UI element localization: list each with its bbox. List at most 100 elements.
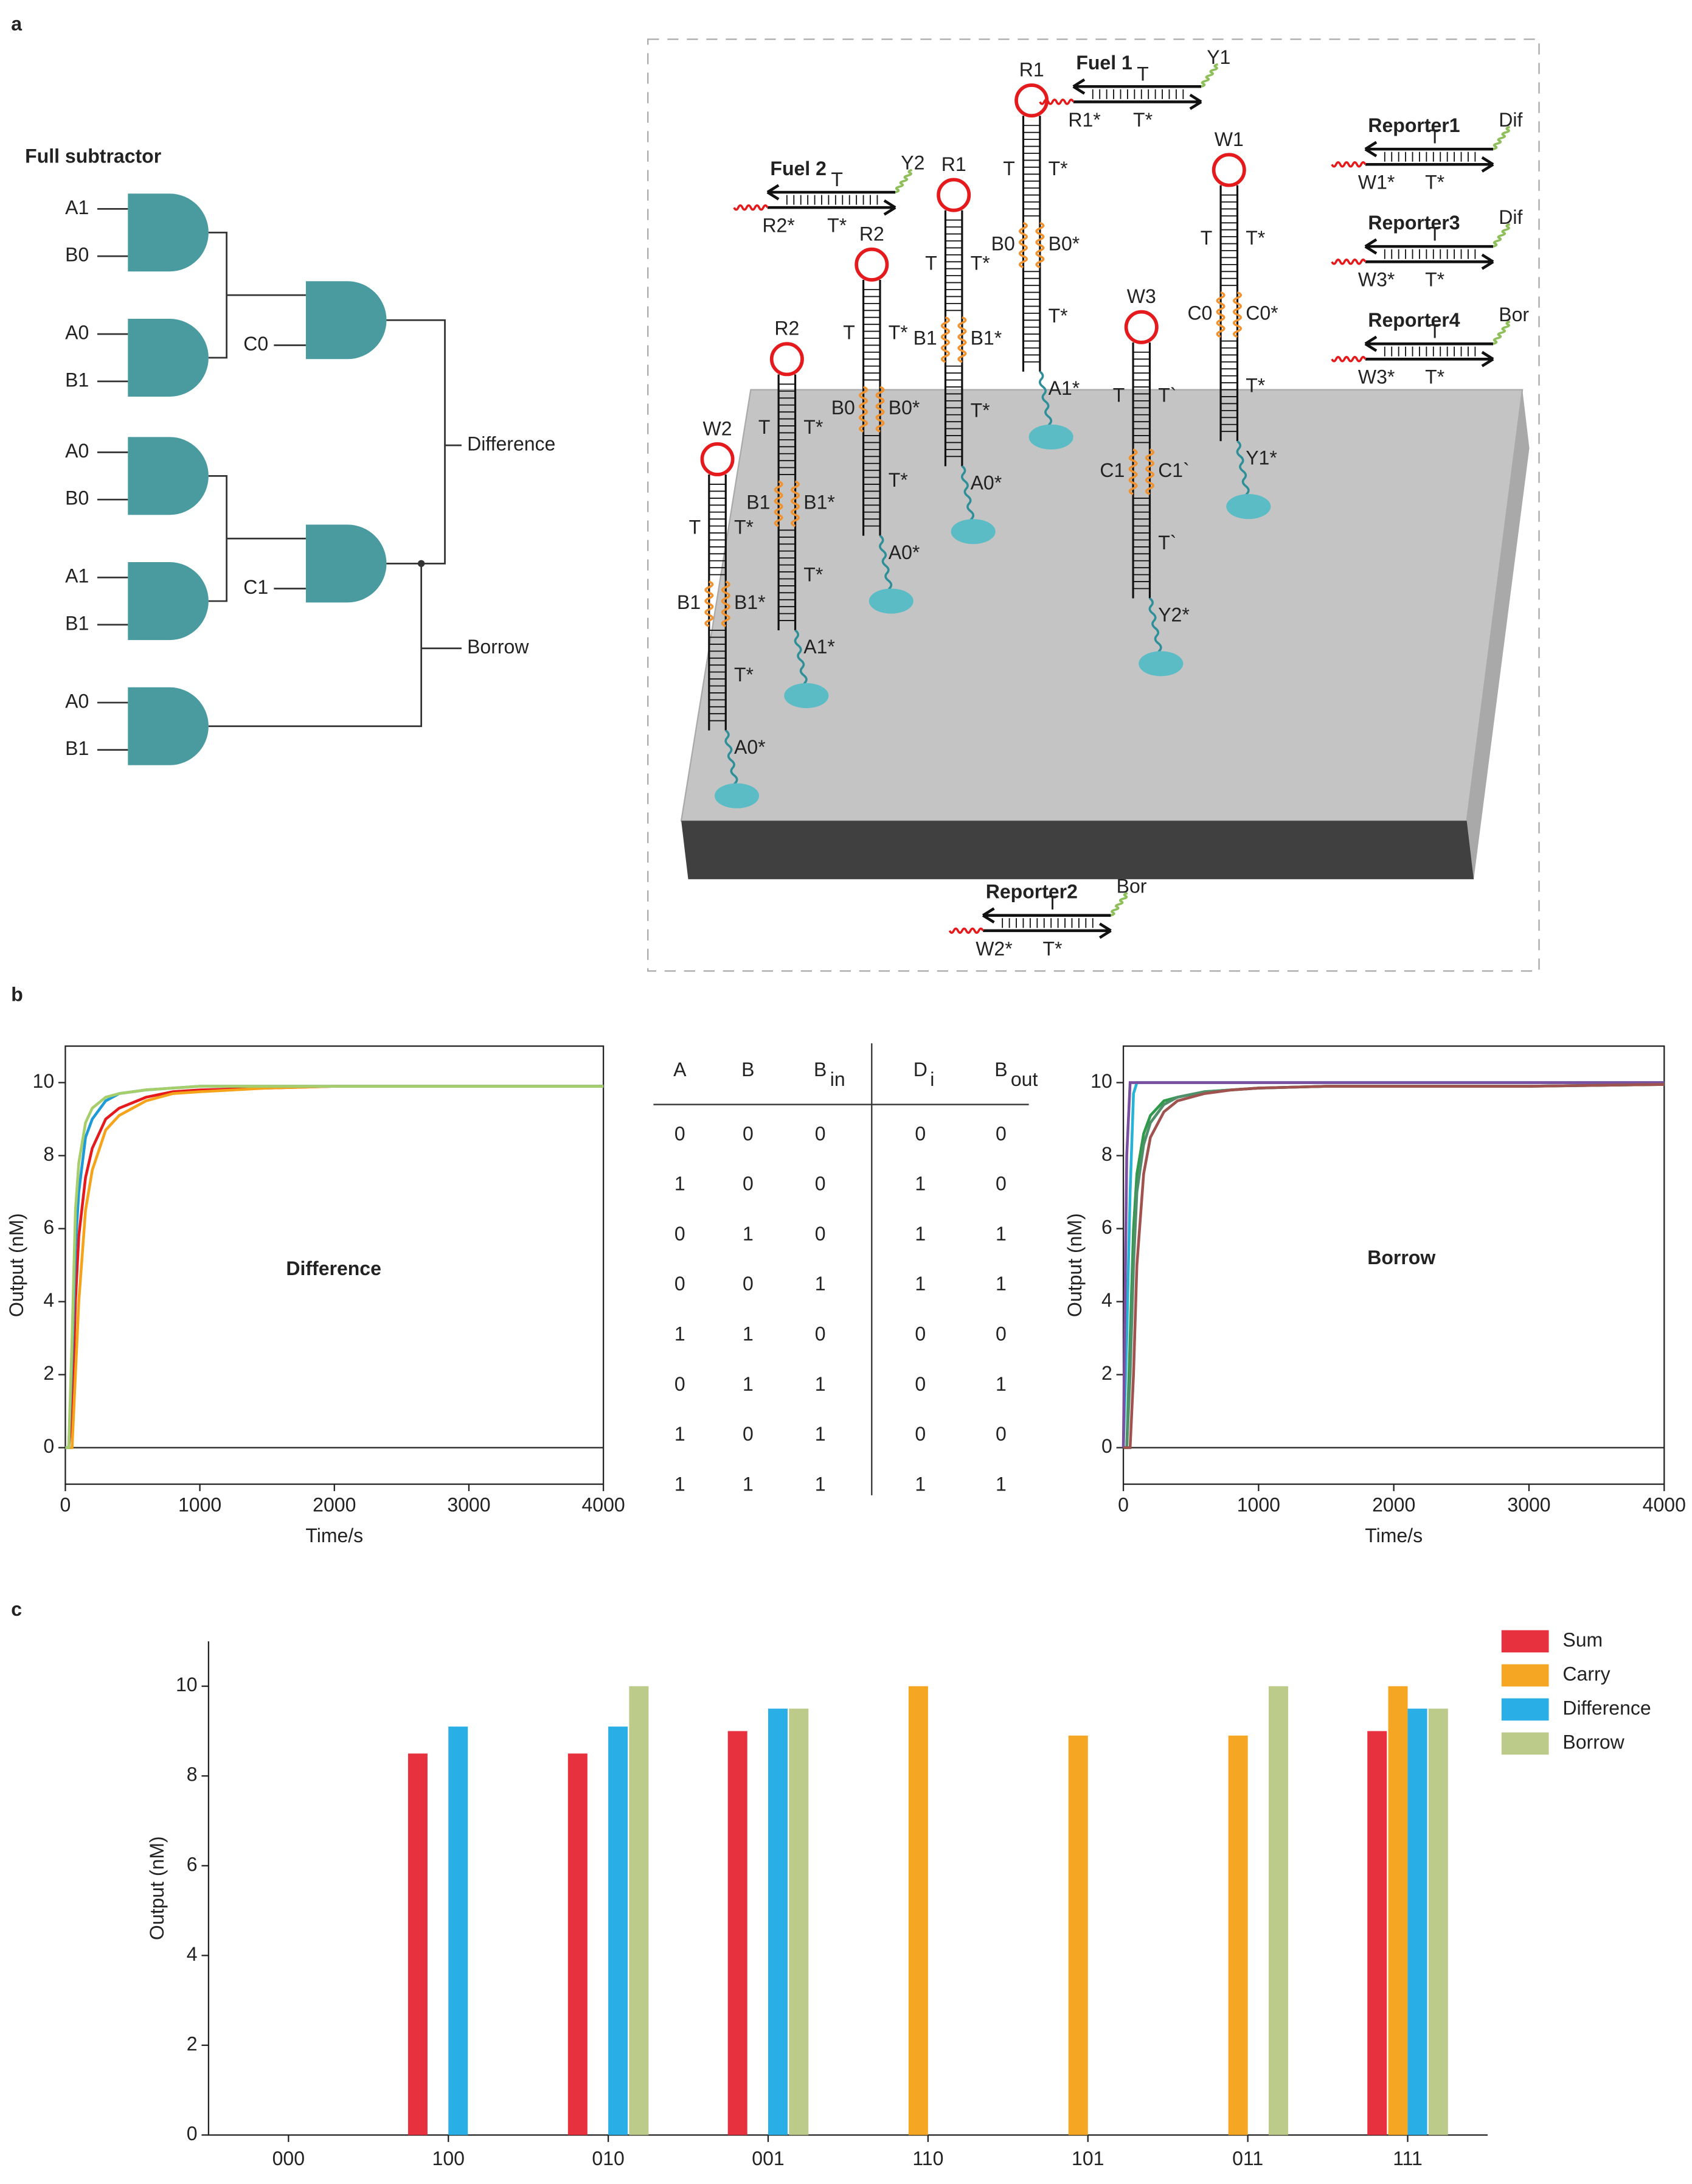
table-cell: 0 bbox=[743, 1273, 754, 1295]
x-tick-label: 2000 bbox=[313, 1494, 356, 1516]
x-tick-label: 1000 bbox=[178, 1494, 221, 1516]
domain-label: T bbox=[1429, 223, 1441, 245]
table-cell: 1 bbox=[815, 1473, 826, 1495]
domain-label: C1` bbox=[1158, 459, 1190, 481]
and-gate bbox=[128, 319, 209, 397]
strand-wave bbox=[1233, 291, 1242, 338]
strand-wave bbox=[895, 169, 913, 193]
domain-label: T bbox=[1429, 320, 1441, 342]
bead bbox=[784, 683, 829, 709]
strand-wave bbox=[1035, 221, 1045, 269]
y-tick-label: 6 bbox=[43, 1216, 54, 1238]
strand bbox=[1365, 156, 1494, 173]
strand-wave bbox=[721, 580, 730, 627]
domain-label: T` bbox=[1158, 532, 1176, 554]
tag-label: Y1 bbox=[1207, 46, 1230, 68]
y-tick-label: 0 bbox=[1101, 1435, 1112, 1457]
domain-label: T bbox=[831, 169, 843, 190]
y-tick-label: 6 bbox=[1101, 1216, 1112, 1238]
bar bbox=[1228, 1735, 1248, 2135]
duplex-name: Reporter4 bbox=[1368, 309, 1460, 331]
panel-label: a bbox=[11, 13, 22, 35]
gate-input: A0 bbox=[65, 440, 89, 462]
table-cell: 1 bbox=[815, 1423, 826, 1445]
junction bbox=[417, 560, 425, 568]
table-cell: 1 bbox=[996, 1223, 1007, 1245]
domain-label: T` bbox=[1158, 384, 1176, 406]
strand-wave bbox=[1110, 892, 1128, 917]
duplex-name: Fuel 1 bbox=[1076, 52, 1132, 74]
strand-wave bbox=[1038, 370, 1053, 433]
bar bbox=[448, 1727, 468, 2135]
domain-label: T bbox=[1137, 63, 1149, 85]
strand-wave bbox=[960, 465, 975, 527]
strand-wave bbox=[1148, 597, 1162, 659]
table-cell: 0 bbox=[915, 1122, 926, 1144]
legend-label: Borrow bbox=[1562, 1731, 1624, 1753]
strand-wave bbox=[1216, 291, 1226, 338]
table-cell: 1 bbox=[815, 1373, 826, 1395]
domain-label: T* bbox=[1049, 158, 1068, 179]
domain-label: T* bbox=[734, 516, 754, 538]
domain-label: T bbox=[1113, 384, 1125, 406]
intermediate: C0 bbox=[243, 333, 268, 355]
domain-label: T bbox=[843, 322, 855, 344]
gate-input: B0 bbox=[65, 244, 89, 266]
domain-label: B1 bbox=[746, 491, 770, 513]
chart-title: Difference bbox=[286, 1257, 381, 1279]
domain-label: T bbox=[925, 252, 937, 274]
gate-input: B1 bbox=[65, 369, 89, 391]
domain-label: T* bbox=[889, 322, 908, 344]
domain-label: T* bbox=[734, 664, 754, 686]
strand-name: R2 bbox=[774, 318, 799, 339]
strand-name: R1 bbox=[941, 153, 966, 175]
strand-name: W2 bbox=[703, 417, 732, 439]
legend-swatch bbox=[1501, 1630, 1549, 1653]
strand bbox=[1365, 253, 1494, 270]
loop bbox=[1014, 83, 1049, 118]
domain-label: T bbox=[1047, 892, 1059, 914]
domain-label: T* bbox=[1133, 109, 1153, 131]
x-axis-label: Time/s bbox=[305, 1525, 363, 1546]
table-cell: 0 bbox=[996, 1423, 1007, 1445]
table-cell: 0 bbox=[915, 1323, 926, 1344]
table-header: B bbox=[994, 1059, 1007, 1080]
strand bbox=[1073, 94, 1202, 110]
output-label: Difference bbox=[467, 433, 555, 454]
intermediate: C1 bbox=[243, 576, 268, 598]
x-tick-label: 4000 bbox=[1643, 1494, 1686, 1516]
x-tick-label: 011 bbox=[1232, 2147, 1263, 2169]
table-cell: 1 bbox=[743, 1223, 754, 1245]
domain-label: T* bbox=[971, 400, 990, 422]
table-cell: 1 bbox=[674, 1173, 685, 1195]
bar bbox=[407, 1753, 428, 2135]
strand bbox=[1365, 350, 1494, 367]
table-cell: 1 bbox=[915, 1473, 926, 1495]
table-cell: 0 bbox=[815, 1223, 826, 1245]
table-header-sub: in bbox=[830, 1068, 845, 1090]
surface-front bbox=[681, 821, 1474, 880]
y-axis-label: Output (nM) bbox=[1064, 1213, 1086, 1317]
domain-label: T* bbox=[971, 252, 990, 274]
and-gate bbox=[128, 193, 209, 272]
input-label: R2* bbox=[762, 215, 794, 237]
x-tick-label: 2000 bbox=[1372, 1494, 1415, 1516]
table-cell: 1 bbox=[915, 1173, 926, 1195]
output-label: Borrow bbox=[467, 636, 529, 658]
strand-wave bbox=[733, 204, 769, 211]
table-cell: 0 bbox=[915, 1373, 926, 1395]
series-line bbox=[1122, 1081, 1665, 1448]
gate-input: A0 bbox=[65, 322, 89, 344]
legend-swatch bbox=[1501, 1698, 1549, 1721]
domain-label: T bbox=[758, 416, 771, 438]
strand-wave bbox=[1493, 223, 1511, 248]
y-tick-label: 10 bbox=[33, 1070, 55, 1092]
domain-label: T* bbox=[1425, 172, 1444, 193]
loop bbox=[700, 442, 735, 476]
loop bbox=[855, 247, 889, 282]
y-axis-label: Output (nM) bbox=[5, 1213, 27, 1317]
and-gate bbox=[128, 437, 209, 515]
y-axis-label: Output (nM) bbox=[146, 1836, 168, 1940]
bead bbox=[1028, 424, 1073, 450]
